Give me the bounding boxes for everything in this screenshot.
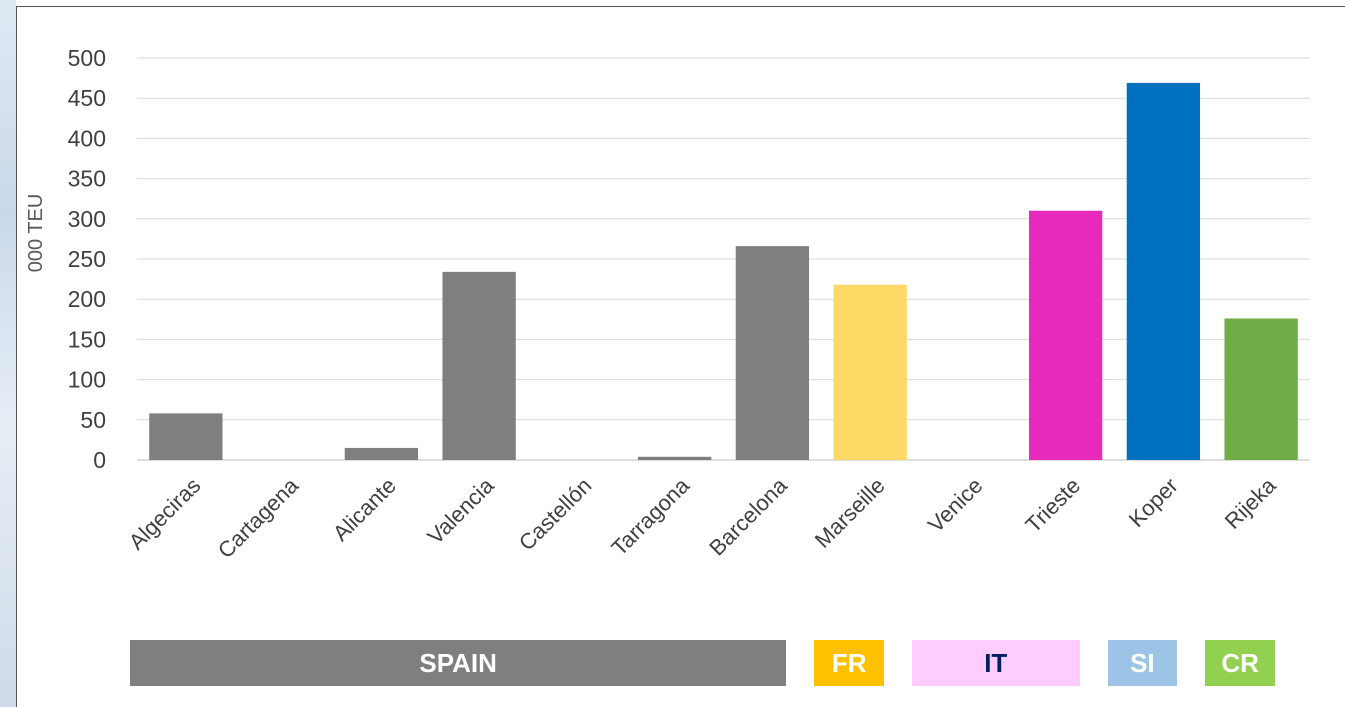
bar-algeciras xyxy=(149,413,223,460)
x-tick-label: Valencia xyxy=(422,472,499,549)
x-tick-label: Castellón xyxy=(514,473,597,556)
x-tick-label: Trieste xyxy=(1021,473,1086,538)
y-tick-label: 0 xyxy=(93,447,106,473)
y-tick-label: 500 xyxy=(68,45,106,71)
x-tick-label: Alicante xyxy=(328,473,401,546)
y-tick-label: 400 xyxy=(68,125,106,151)
bar-trieste xyxy=(1028,210,1103,460)
y-tick-label: 50 xyxy=(80,407,106,433)
y-tick-label: 350 xyxy=(68,166,106,192)
y-tick-label: 450 xyxy=(68,85,106,111)
y-tick-label: 250 xyxy=(68,246,106,272)
x-tick-label: Rijeka xyxy=(1220,472,1281,533)
bar-alicante xyxy=(344,447,419,460)
bars xyxy=(149,82,1298,460)
x-tick-label: Cartagena xyxy=(213,472,304,563)
bar-marseille xyxy=(833,284,907,460)
x-tick-label: Algeciras xyxy=(124,473,206,555)
bar-rijeka xyxy=(1224,318,1298,460)
x-tick-label: Barcelona xyxy=(704,472,792,560)
y-tick-labels: 0 50 100 150 200 250 300 350 400 450 500 xyxy=(68,45,106,473)
y-tick-label: 200 xyxy=(68,286,106,312)
group-label-fr: FR xyxy=(814,640,884,686)
frame-top-border xyxy=(16,6,1345,7)
bar-koper xyxy=(1126,82,1201,460)
gridlines xyxy=(137,57,1310,461)
y-tick-label: 150 xyxy=(68,326,106,352)
frame-left-border xyxy=(16,6,17,707)
y-tick-label: 300 xyxy=(68,206,106,232)
y-tick-label: 100 xyxy=(68,367,106,393)
bar-barcelona xyxy=(735,246,810,460)
x-tick-labels: Algeciras Cartagena Alicante Valencia Castel… xyxy=(124,472,1281,563)
group-label-si: SI xyxy=(1107,640,1178,686)
group-label-spain: SPAIN xyxy=(130,640,787,686)
x-tick-label: Marseille xyxy=(810,473,890,553)
x-tick-label: Tarragona xyxy=(606,472,694,560)
background-map-strip xyxy=(0,0,16,707)
bar-tarragona xyxy=(637,456,712,460)
x-tick-label: Koper xyxy=(1124,473,1183,532)
bar-valencia xyxy=(442,271,516,460)
group-label-it: IT xyxy=(912,640,1080,686)
y-axis-label: 000 TEU xyxy=(25,194,47,273)
group-label-cr: CR xyxy=(1205,640,1275,686)
x-tick-label: Venice xyxy=(923,473,987,537)
